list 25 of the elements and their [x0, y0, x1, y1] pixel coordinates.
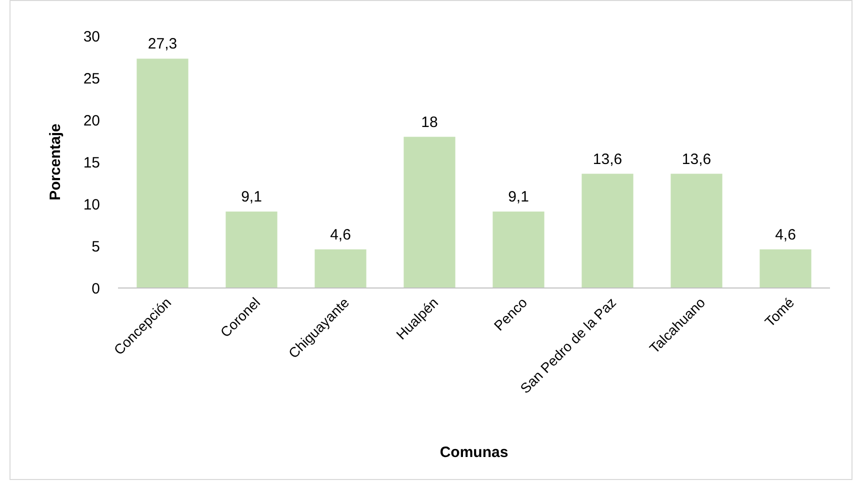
bar [582, 174, 634, 288]
bar [136, 58, 188, 288]
y-tick-label: 30 [83, 28, 100, 46]
data-label: 9,1 [241, 188, 262, 206]
bar [760, 249, 812, 288]
y-tick-label: 20 [83, 112, 100, 130]
y-axis-title: Porcentaje [47, 124, 64, 200]
bar [670, 174, 722, 288]
bar [404, 136, 456, 288]
data-label: 13,6 [592, 150, 622, 168]
data-label: 13,6 [682, 150, 712, 168]
y-tick-label: 5 [92, 238, 100, 256]
data-label: 27,3 [148, 36, 178, 53]
data-label: 4,6 [775, 226, 796, 244]
y-tick-label: 0 [92, 280, 100, 298]
y-tick-label: 25 [83, 70, 100, 88]
bar [492, 212, 544, 288]
data-label: 18 [421, 114, 438, 131]
bar [314, 249, 366, 288]
data-label: 4,6 [330, 226, 351, 244]
y-tick-label: 15 [83, 154, 100, 172]
x-axis-title: Comunas [440, 444, 508, 461]
y-tick-label: 10 [83, 196, 100, 214]
data-label: 9,1 [508, 188, 529, 206]
bar [226, 212, 278, 288]
